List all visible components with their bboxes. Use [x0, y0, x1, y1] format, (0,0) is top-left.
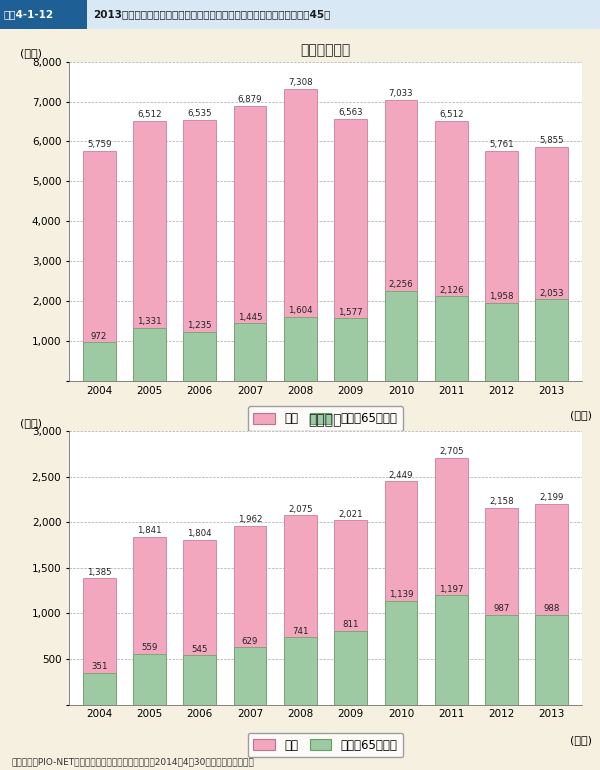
Text: 811: 811 — [343, 621, 359, 629]
Bar — [334, 318, 367, 381]
Bar — [485, 614, 518, 705]
Bar — [535, 147, 568, 381]
Legend: 総数, うち、65歳以上: 総数, うち、65歳以上 — [248, 407, 403, 431]
Text: 5,761: 5,761 — [489, 140, 514, 149]
Text: (億円): (億円) — [20, 49, 42, 59]
Bar — [83, 672, 116, 705]
Text: (年度): (年度) — [570, 410, 592, 420]
Text: 1,445: 1,445 — [238, 313, 262, 322]
Text: 5,855: 5,855 — [539, 136, 564, 145]
Text: 987: 987 — [493, 604, 510, 613]
Bar — [83, 578, 116, 705]
Text: 2,075: 2,075 — [288, 504, 313, 514]
Title: 既支払額: 既支払額 — [309, 413, 342, 427]
Bar — [485, 151, 518, 381]
Text: (億円): (億円) — [20, 418, 42, 428]
Bar — [334, 521, 367, 705]
Text: 7,308: 7,308 — [288, 78, 313, 87]
Text: 1,604: 1,604 — [288, 306, 313, 316]
Text: 6,563: 6,563 — [338, 108, 363, 117]
Bar — [87, 0, 600, 29]
Text: 629: 629 — [242, 637, 258, 646]
Text: 2013年度の消費生活相談総額のうち、既支払額に占める高齢者割合は絀45％: 2013年度の消費生活相談総額のうち、既支払額に占める高齢者割合は絀45％ — [93, 10, 331, 19]
Text: 1,577: 1,577 — [338, 307, 363, 316]
Text: 1,385: 1,385 — [87, 567, 112, 577]
Bar — [284, 317, 317, 381]
Bar — [284, 637, 317, 705]
Text: 1,841: 1,841 — [137, 526, 162, 535]
Bar — [334, 119, 367, 381]
Bar — [385, 100, 417, 381]
Text: 2,705: 2,705 — [439, 447, 464, 457]
Bar — [535, 614, 568, 705]
Bar — [485, 508, 518, 705]
Bar — [385, 291, 417, 381]
Text: 2,256: 2,256 — [389, 280, 413, 290]
Text: 2,126: 2,126 — [439, 286, 464, 295]
Bar — [535, 504, 568, 705]
Bar — [133, 121, 166, 381]
Text: 6,512: 6,512 — [137, 110, 162, 119]
Bar — [133, 537, 166, 705]
Text: 988: 988 — [544, 604, 560, 613]
Text: 972: 972 — [91, 332, 107, 341]
Bar — [133, 654, 166, 705]
Text: 図蠅4-1-12: 図蠅4-1-12 — [3, 10, 53, 19]
Text: 2,053: 2,053 — [539, 289, 564, 297]
Text: 1,958: 1,958 — [489, 293, 514, 301]
Text: 7,033: 7,033 — [389, 89, 413, 98]
Bar — [83, 151, 116, 381]
Text: 2,199: 2,199 — [539, 494, 564, 502]
Bar — [0, 0, 87, 29]
Bar — [284, 515, 317, 705]
Text: (年度): (年度) — [570, 735, 592, 745]
Bar — [435, 595, 467, 705]
Bar — [184, 541, 216, 705]
Bar — [83, 343, 116, 381]
Legend: 総数, うち、65歳以上: 総数, うち、65歳以上 — [248, 732, 403, 758]
Text: 1,235: 1,235 — [187, 321, 212, 330]
Text: 2,021: 2,021 — [338, 510, 363, 518]
Text: 6,535: 6,535 — [187, 109, 212, 118]
Text: 1,962: 1,962 — [238, 515, 262, 524]
Text: 1,139: 1,139 — [389, 591, 413, 599]
Bar — [234, 323, 266, 381]
Bar — [234, 648, 266, 705]
Bar — [133, 328, 166, 381]
Text: 1,331: 1,331 — [137, 317, 162, 326]
Text: 1,804: 1,804 — [187, 529, 212, 538]
Bar — [435, 296, 467, 381]
Bar — [435, 121, 467, 381]
Text: 6,512: 6,512 — [439, 110, 464, 119]
Bar — [184, 655, 216, 705]
Text: （備考）　PIO-NETに登録された消費生活相談情報（2014年4月30日までの登録分）。: （備考） PIO-NETに登録された消費生活相談情報（2014年4月30日までの… — [12, 757, 255, 766]
Text: 741: 741 — [292, 627, 308, 636]
Bar — [284, 89, 317, 381]
Bar — [184, 120, 216, 381]
Bar — [234, 526, 266, 705]
Bar — [535, 300, 568, 381]
Bar — [184, 332, 216, 381]
Title: 契約購入金額: 契約購入金額 — [301, 44, 350, 58]
Bar — [485, 303, 518, 381]
Bar — [334, 631, 367, 705]
Text: 2,158: 2,158 — [489, 497, 514, 506]
Bar — [385, 601, 417, 705]
Text: 5,759: 5,759 — [87, 140, 112, 149]
Text: 351: 351 — [91, 662, 107, 671]
Bar — [385, 481, 417, 705]
Text: 1,197: 1,197 — [439, 585, 463, 594]
Text: 6,879: 6,879 — [238, 95, 262, 104]
Text: 559: 559 — [141, 643, 158, 652]
Text: 2,449: 2,449 — [389, 470, 413, 480]
Bar — [234, 106, 266, 381]
Text: 545: 545 — [191, 644, 208, 654]
Bar — [435, 458, 467, 705]
